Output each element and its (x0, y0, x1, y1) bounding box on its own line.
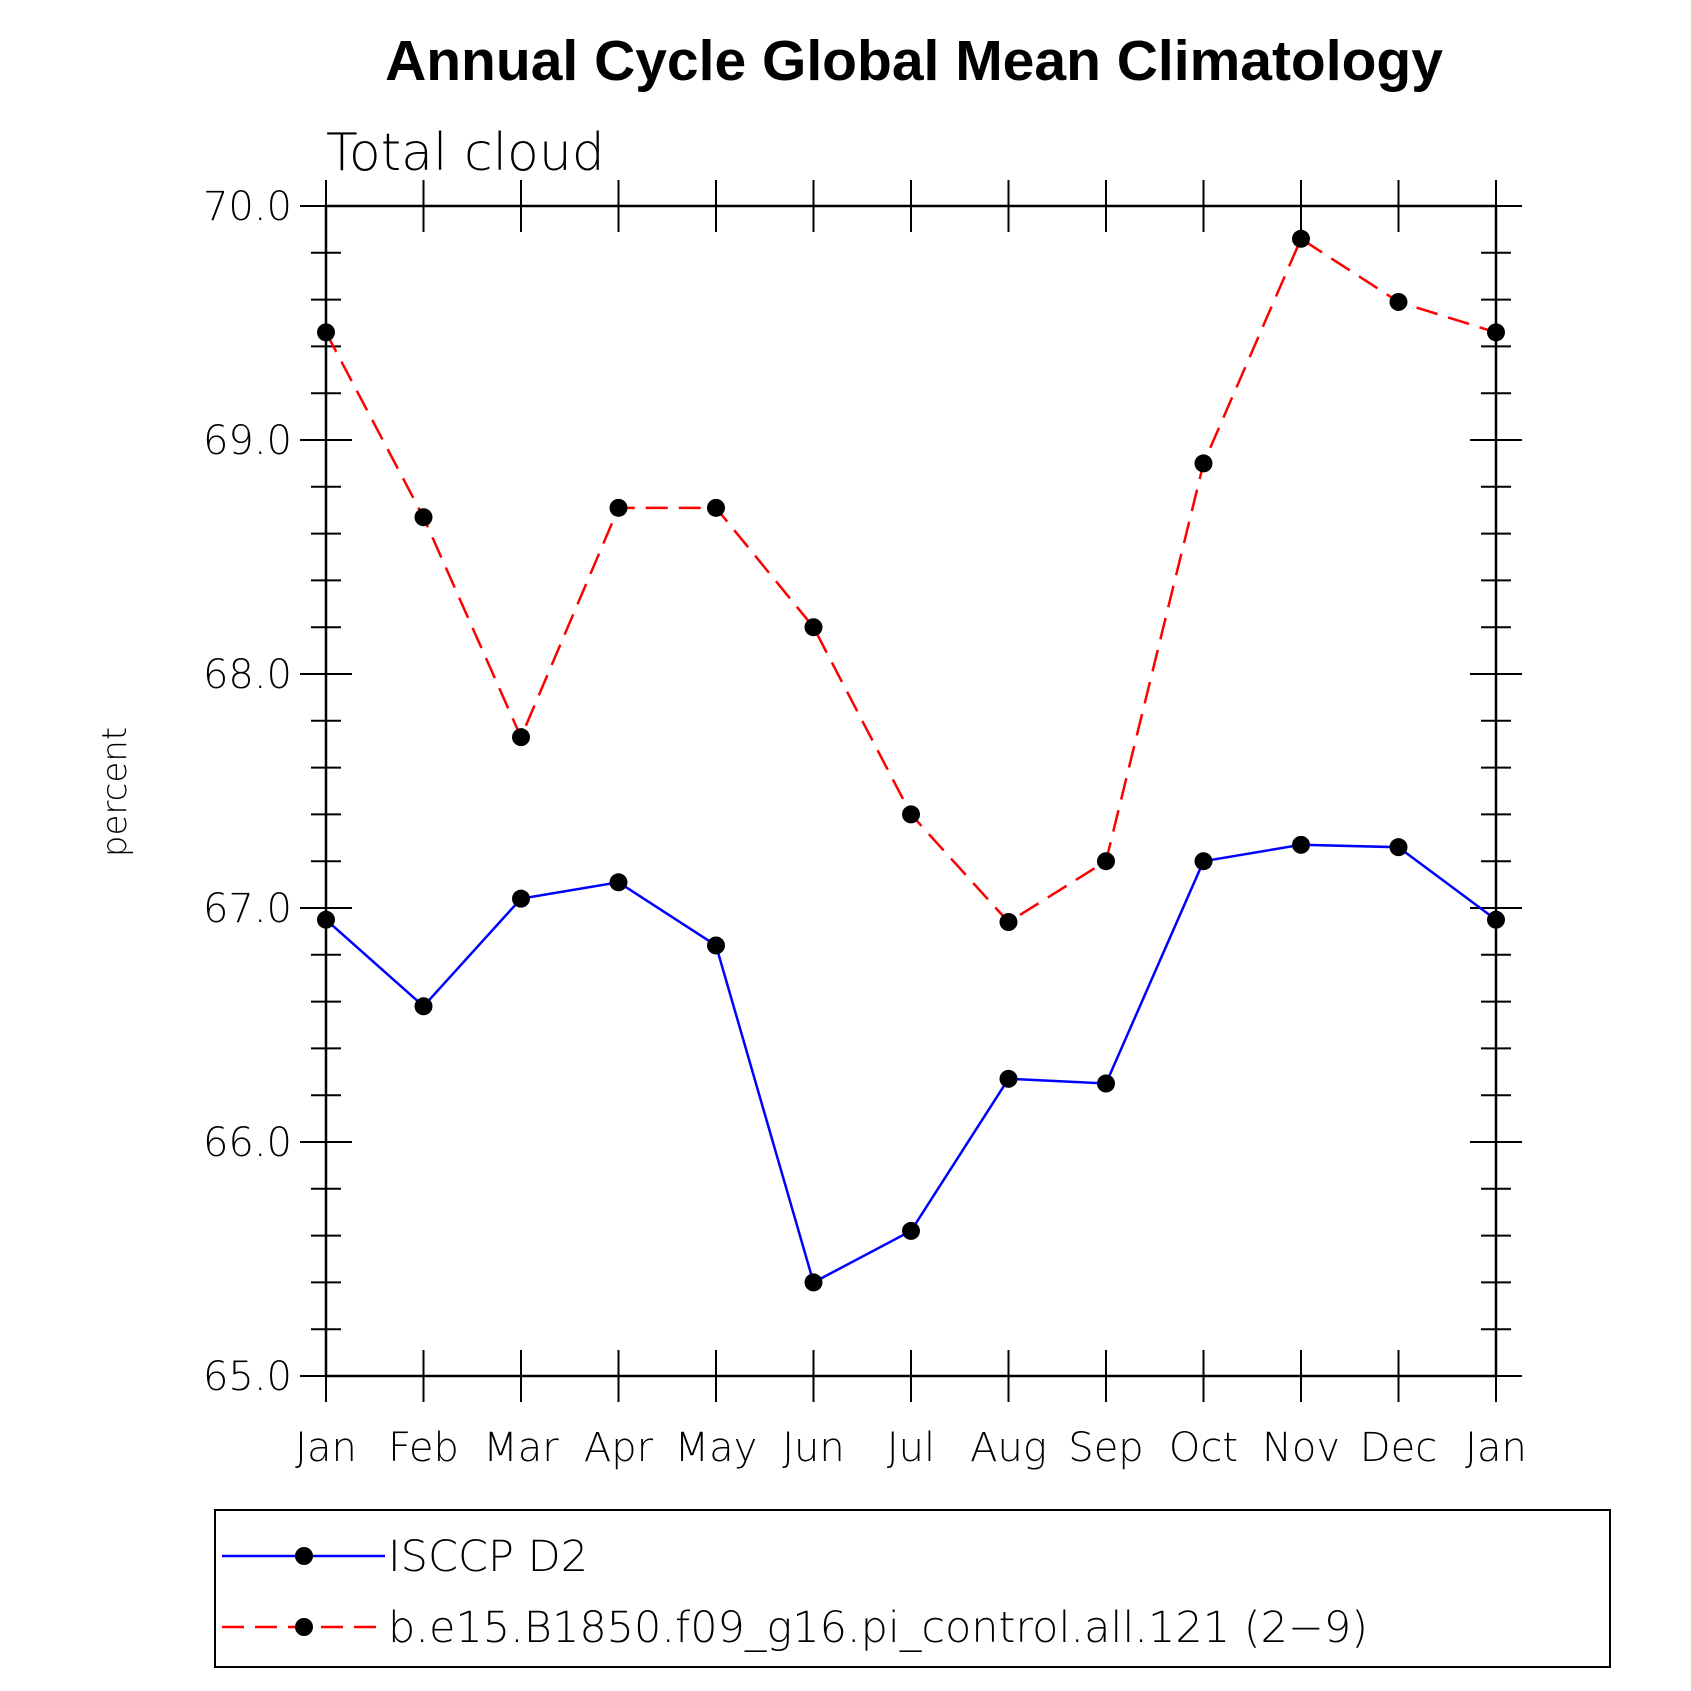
data-point (317, 323, 335, 342)
data-point (1487, 910, 1505, 929)
data-point (414, 508, 433, 527)
data-point (1292, 835, 1310, 854)
axis-ticks (300, 180, 1522, 1402)
x-tick-label: Oct (1169, 1425, 1238, 1471)
legend: ISCCP D2 b.e15.B1850.f09_g16.pi_control.… (214, 1509, 1611, 1668)
x-tick-label: Jul (887, 1425, 935, 1471)
data-point (1194, 852, 1213, 871)
data-point (999, 1069, 1018, 1088)
x-tick-label: Aug (970, 1425, 1047, 1471)
data-point (1194, 454, 1213, 473)
y-tick-label: 66.0 (203, 1120, 292, 1166)
y-tick-label: 65.0 (203, 1354, 292, 1400)
data-point (902, 1221, 920, 1240)
x-tick-label: Jan (1465, 1425, 1527, 1471)
series-1 (317, 229, 1505, 932)
x-tick-label: Jun (782, 1425, 845, 1471)
data-point (609, 498, 628, 517)
data-point (1487, 323, 1505, 342)
legend-box (214, 1509, 1611, 1668)
y-tick-label: 68.0 (203, 652, 292, 698)
data-point (414, 997, 433, 1016)
y-tick-labels: 65.0 66.0 67.0 68.0 69.0 70.0 (203, 184, 292, 1400)
series-0 (317, 835, 1505, 1292)
y-tick-label: 70.0 (203, 184, 292, 230)
y-tick-label: 67.0 (203, 886, 292, 932)
data-point (804, 618, 823, 637)
plot-frame (324, 204, 1498, 1378)
x-tick-labels: Jan Feb Mar Apr May Jun Jul Aug Sep Oct Nov Dec Jan (295, 1425, 1527, 1471)
chart-subtitle: Total cloud (326, 123, 605, 183)
y-axis-label: percent (95, 727, 135, 857)
x-tick-label: Nov (1262, 1425, 1340, 1471)
x-tick-label: Jan (295, 1425, 357, 1471)
data-point (1389, 838, 1408, 857)
x-tick-label: May (675, 1425, 758, 1471)
data-point (1097, 852, 1115, 871)
x-tick-label: Mar (483, 1425, 559, 1471)
data-point (512, 728, 530, 747)
data-point (512, 889, 530, 908)
data-point (707, 936, 725, 955)
y-tick-label: 69.0 (203, 418, 292, 464)
chart-title: Annual Cycle Global Mean Climatology (385, 29, 1443, 93)
data-point (707, 498, 725, 517)
data-point (1097, 1074, 1115, 1093)
data-point (317, 910, 335, 929)
data-point (804, 1273, 823, 1292)
legend-marker-isccp (295, 1547, 313, 1565)
data-point (1389, 292, 1408, 311)
legend-label-isccp: ISCCP D2 (388, 1532, 588, 1582)
data-series (317, 229, 1505, 1292)
x-tick-label: Apr (584, 1425, 654, 1471)
data-point (902, 805, 920, 824)
data-point (609, 873, 628, 892)
data-point (999, 913, 1018, 932)
series-line-0 (325, 843, 1497, 1285)
legend-label-model: b.e15.B1850.f09_g16.pi_control.all.121 (… (388, 1603, 1368, 1653)
data-point (1292, 229, 1310, 248)
x-tick-label: Dec (1360, 1425, 1437, 1471)
x-tick-label: Sep (1068, 1425, 1143, 1471)
x-tick-label: Feb (388, 1425, 459, 1471)
legend-marker-model (295, 1618, 313, 1636)
